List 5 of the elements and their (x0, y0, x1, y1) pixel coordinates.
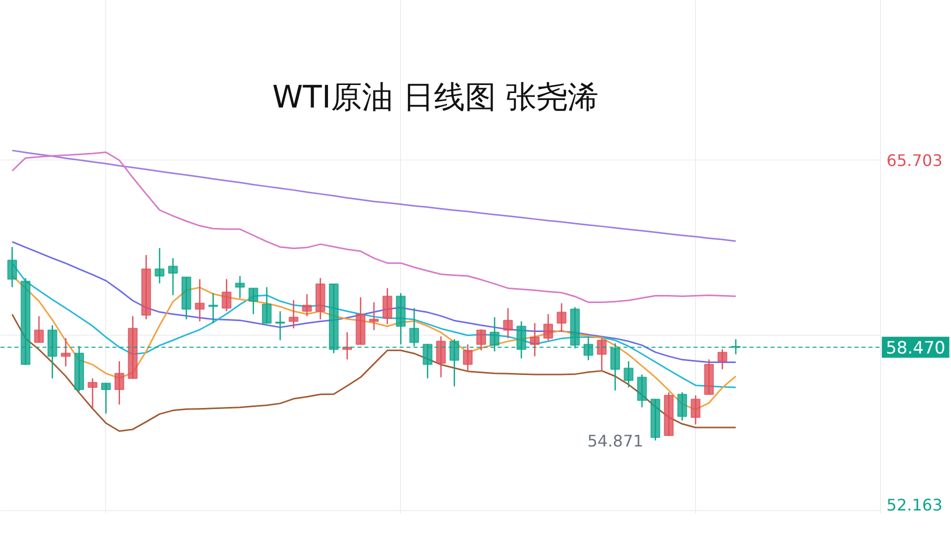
text: WTI原油 日线图 张尧浠 (272, 80, 599, 116)
ref-line-label: 58.470 (886, 338, 946, 359)
y-tick-label: 65.703 (886, 150, 943, 170)
y-tick-label: 52.163 (886, 496, 943, 515)
annotation: 54.871 (587, 431, 644, 450)
